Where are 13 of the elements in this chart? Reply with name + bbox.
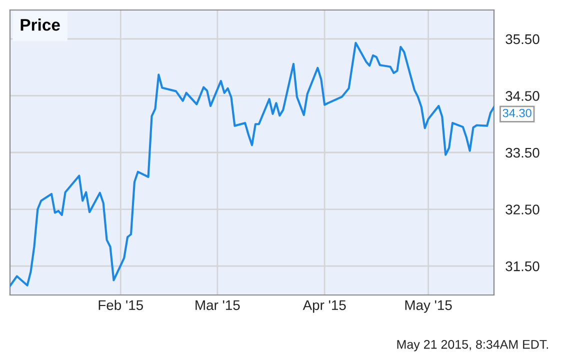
- x-tick-label: Mar '15: [196, 300, 240, 310]
- x-tick-label: Apr '15: [302, 300, 346, 313]
- annotation: 34.30: [502, 108, 532, 118]
- x-tick-label: May '15: [405, 300, 452, 313]
- x-tick-label: Feb '15: [98, 300, 143, 310]
- y-tick-label: 34.50: [506, 91, 540, 101]
- y-tick-label: 33.50: [506, 148, 540, 158]
- text: May 21 2015, 8:34AM EDT.: [397, 340, 548, 352]
- y-tick-label: 32.50: [506, 204, 540, 214]
- y-tick-label: 35.50: [506, 34, 540, 44]
- y-tick-label: 31.50: [506, 261, 540, 272]
- chart-title: Price: [20, 18, 60, 31]
- line-series: [10, 42, 494, 287]
